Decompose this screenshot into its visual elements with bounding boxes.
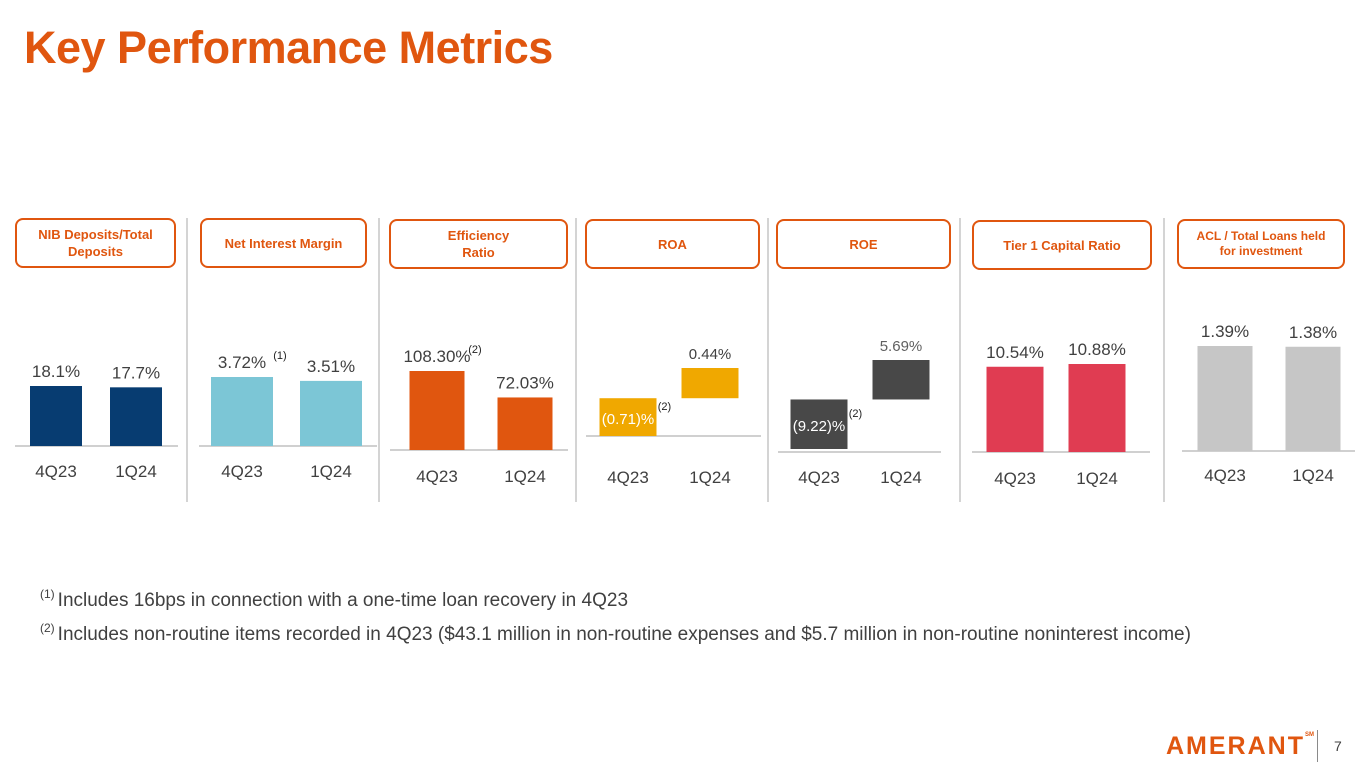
panel-divider [1163, 218, 1165, 502]
data-label: 5.69% [880, 338, 923, 355]
chart-bar [1197, 346, 1253, 451]
tick-label: 4Q23 [1204, 466, 1246, 485]
chart-bar [1285, 346, 1341, 451]
data-label: 108.30% [403, 347, 470, 366]
chart-bar [110, 387, 162, 446]
panel-divider [378, 218, 380, 502]
tick-label: 4Q23 [221, 462, 263, 481]
chart-bar [872, 360, 930, 400]
data-label: 3.51% [307, 357, 355, 376]
tick-label: 1Q24 [115, 462, 157, 481]
tick-label: 1Q24 [1076, 469, 1118, 488]
data-label: (0.71)% [602, 411, 655, 428]
tick-label: 4Q23 [798, 468, 840, 487]
footnote-marker: (1) [40, 587, 55, 601]
metric-label-tier1-capital: Tier 1 Capital Ratio [972, 220, 1152, 270]
data-label: 17.7% [112, 363, 160, 382]
metric-label-net-interest-margin: Net Interest Margin [200, 218, 367, 268]
page-title: Key Performance Metrics [24, 22, 553, 73]
tick-label: 1Q24 [880, 468, 922, 487]
footnote-text: Includes 16bps in connection with a one-… [57, 590, 629, 611]
amerant-logo: AMERANTSM [1166, 732, 1314, 761]
data-label: 1.39% [1201, 322, 1249, 341]
footnote-marker: (2) [849, 408, 862, 420]
data-label: 18.1% [32, 362, 80, 381]
chart-bar [300, 380, 362, 446]
footnote-2: (2) Includes non-routine items recorded i… [40, 621, 1191, 646]
chart-bar [211, 377, 273, 446]
data-label: 10.88% [1068, 340, 1126, 359]
footnote-marker: (2) [468, 344, 481, 356]
chart-bar [497, 397, 553, 450]
data-label: (9.22)% [793, 418, 846, 435]
metric-label-nib-deposits: NIB Deposits/Total Deposits [15, 218, 176, 268]
chart-bar [790, 399, 848, 449]
logo-text: AMERANT [1166, 732, 1305, 760]
footnote-marker: (2) [658, 401, 671, 413]
footnote-1: (1) Includes 16bps in connection with a o… [40, 587, 629, 612]
chart-bar [1068, 364, 1126, 452]
chart-bar [409, 371, 465, 450]
data-label: 72.03% [496, 373, 554, 392]
data-label: 3.72% [218, 353, 266, 372]
panel-divider [767, 218, 769, 502]
footnote-text: Includes non-routine items recorded in 4… [57, 624, 1191, 645]
tick-label: 4Q23 [35, 462, 77, 481]
panel-divider [959, 218, 961, 502]
metric-label-roe: ROE [776, 219, 951, 269]
panel-divider [186, 218, 188, 502]
page-number: 7 [1334, 738, 1342, 754]
tick-label: 1Q24 [310, 462, 352, 481]
chart-bar [681, 368, 739, 399]
tick-label: 1Q24 [504, 467, 546, 486]
data-label: 0.44% [689, 346, 732, 363]
tick-label: 4Q23 [607, 468, 649, 487]
metric-label-efficiency-ratio: Efficiency Ratio [389, 219, 568, 269]
footnote-marker: (2) [40, 621, 55, 635]
data-label: 1.38% [1289, 323, 1337, 342]
tick-label: 4Q23 [994, 469, 1036, 488]
metric-label-roa: ROA [585, 219, 760, 269]
footnote-marker: (1) [273, 350, 286, 362]
chart-bar [599, 398, 657, 436]
data-label: 10.54% [986, 343, 1044, 362]
tick-label: 1Q24 [689, 468, 731, 487]
panel-divider [575, 218, 577, 502]
logo-divider [1317, 730, 1318, 762]
metric-label-acl-total-loans: ACL / Total Loans held for investment [1177, 219, 1345, 269]
tick-label: 4Q23 [416, 467, 458, 486]
chart-bar [986, 366, 1044, 452]
logo-trademark: SM [1305, 732, 1314, 738]
tick-label: 1Q24 [1292, 466, 1334, 485]
chart-bar [30, 386, 82, 446]
